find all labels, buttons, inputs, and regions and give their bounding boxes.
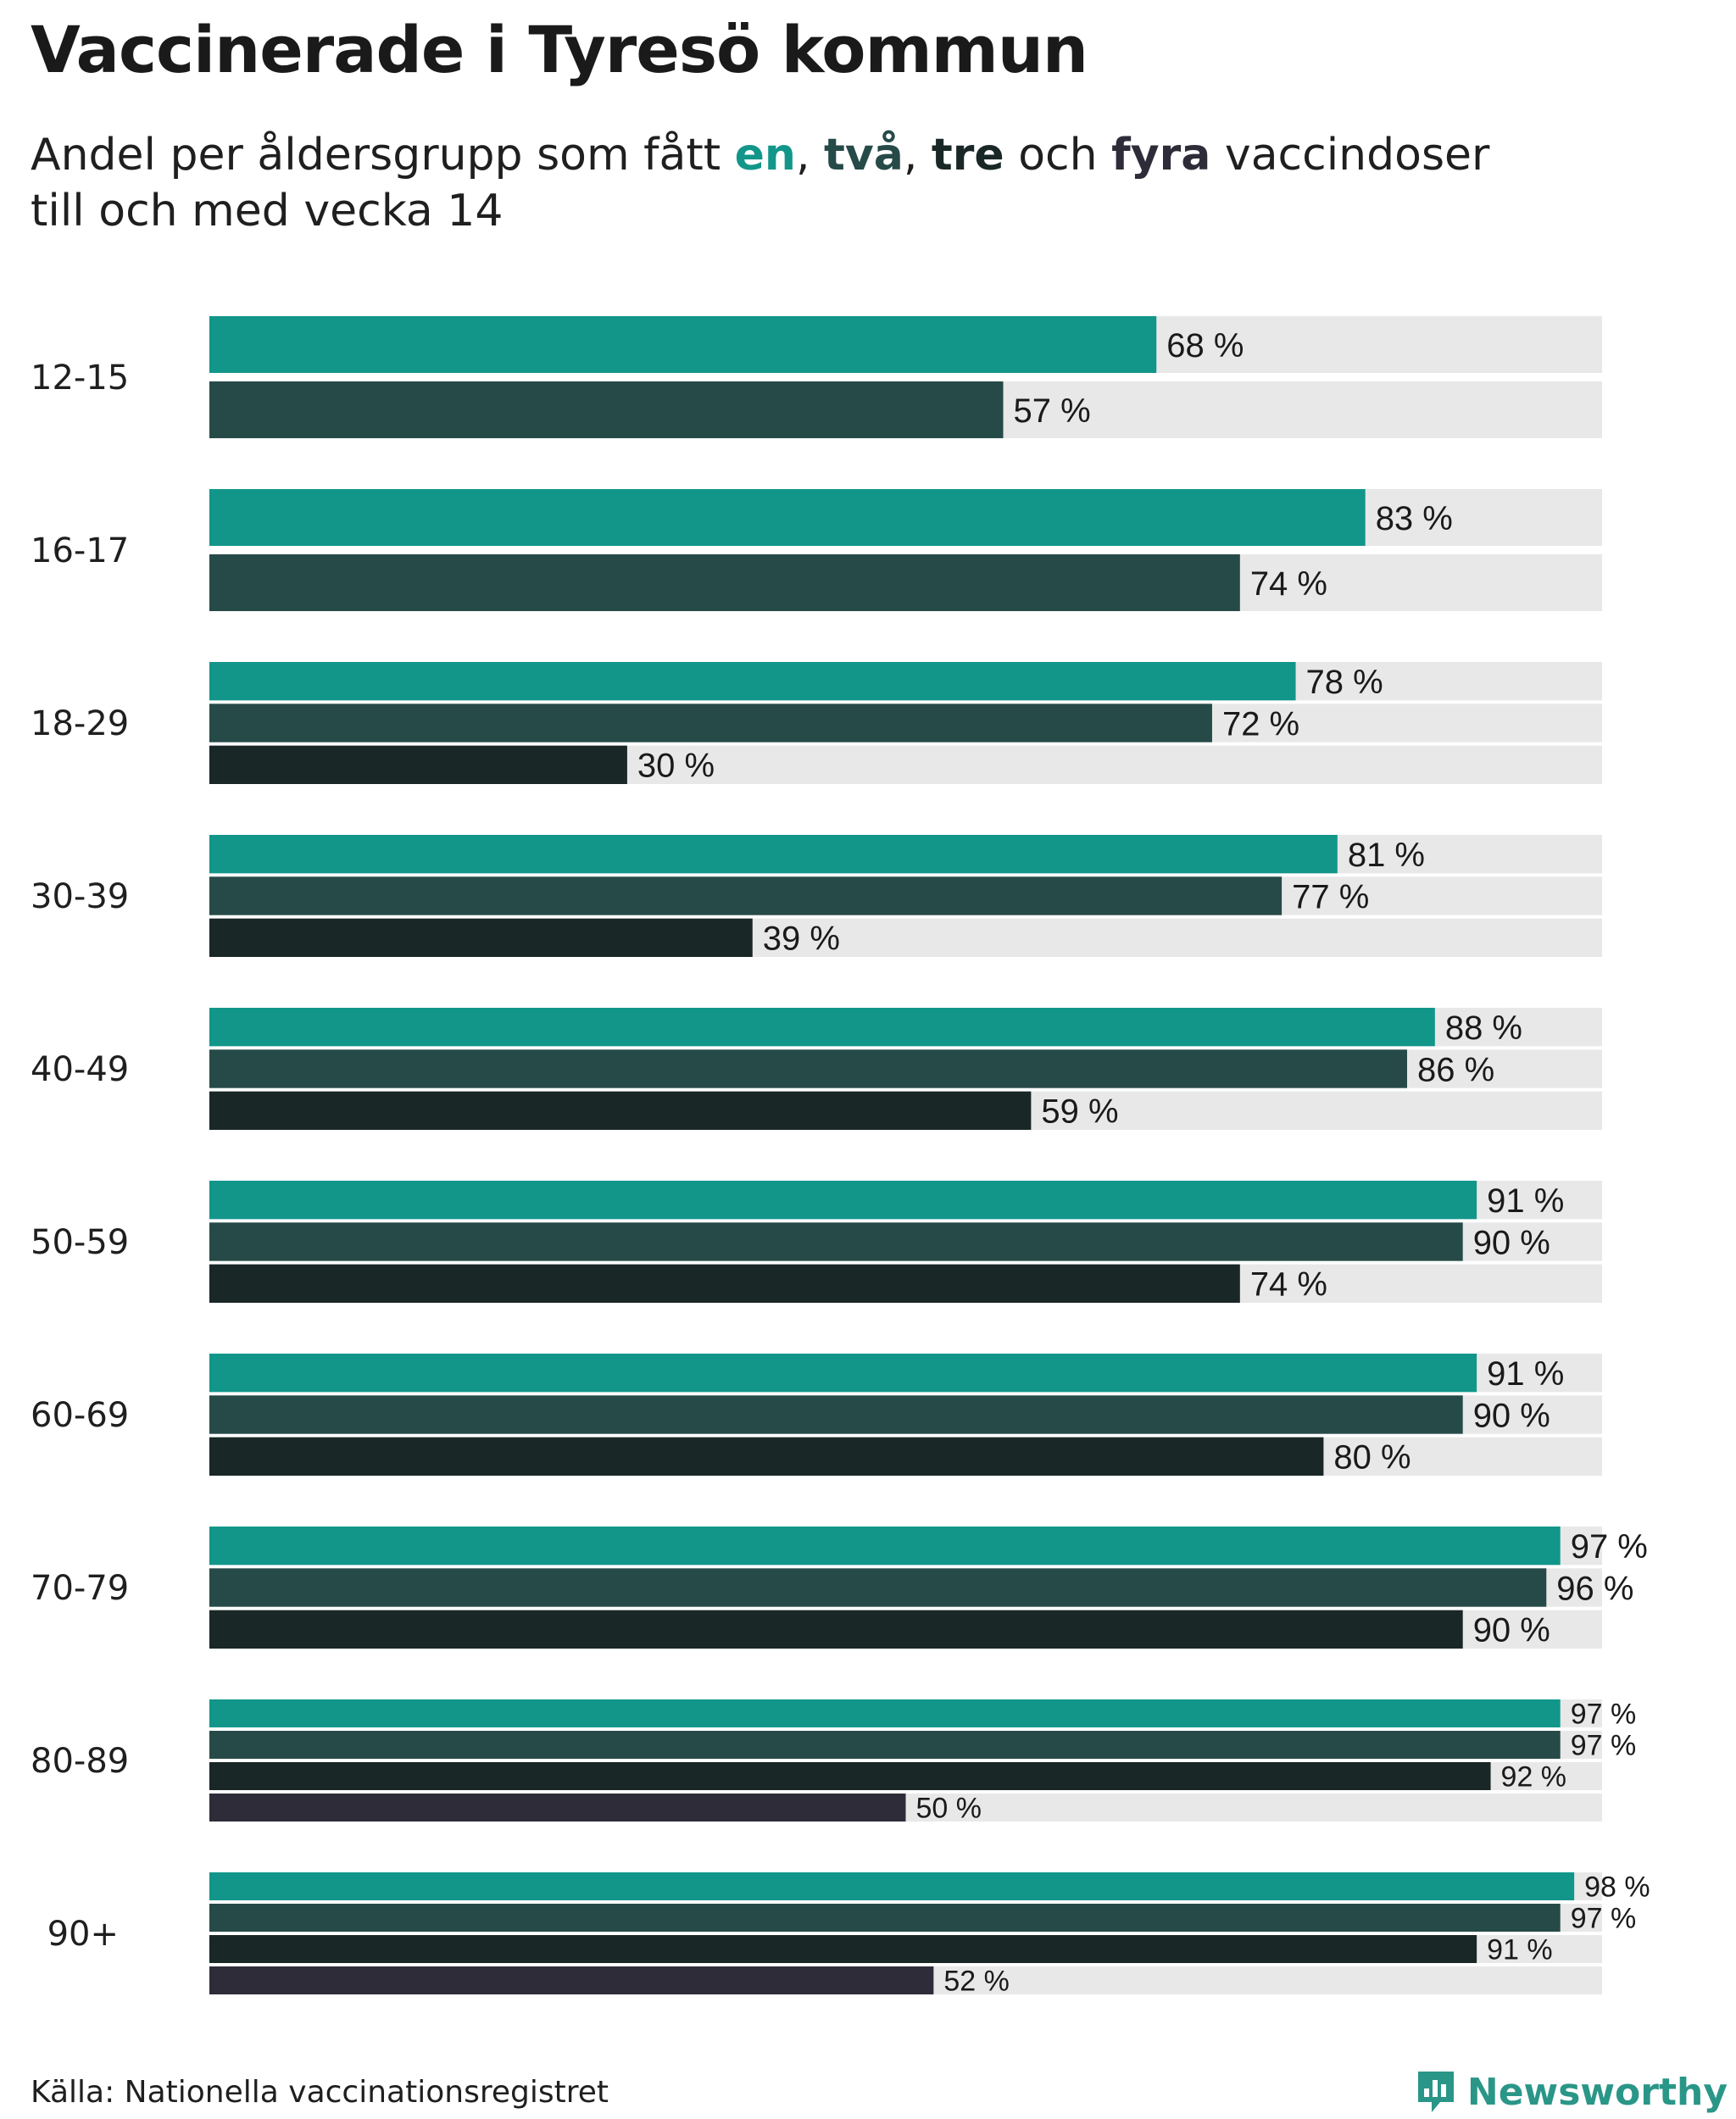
bar	[209, 1527, 1561, 1566]
category-label: 16-17	[31, 531, 129, 570]
source-note: Källa: Nationella vaccinationsregistret	[31, 2075, 609, 2110]
bar	[209, 1762, 1491, 1790]
bar	[209, 1437, 1324, 1476]
bar	[209, 1008, 1435, 1047]
data-label: 97 %	[1571, 1699, 1637, 1731]
category-label: 30-39	[31, 877, 129, 916]
bar	[209, 316, 1157, 373]
bar	[209, 1354, 1477, 1393]
category-label: 40-49	[31, 1050, 129, 1089]
data-label: 92 %	[1501, 1761, 1567, 1794]
data-label: 50 %	[916, 1793, 982, 1825]
data-label: 90 %	[1473, 1224, 1550, 1261]
data-label: 90 %	[1473, 1397, 1550, 1434]
bar	[209, 662, 1296, 701]
data-label: 81 %	[1348, 837, 1425, 874]
brand-logo: Newsworthy	[1415, 2068, 1728, 2116]
bar	[209, 835, 1338, 874]
data-label: 91 %	[1487, 1355, 1564, 1393]
bar	[209, 704, 1212, 742]
data-label: 83 %	[1376, 500, 1453, 537]
bar	[209, 554, 1240, 611]
bar	[209, 1966, 934, 1994]
bar	[209, 1181, 1477, 1220]
subtitle-dose-1: en	[734, 130, 796, 181]
bar	[209, 381, 1004, 438]
bar	[209, 745, 627, 784]
bar	[209, 489, 1366, 546]
data-label: 57 %	[1014, 392, 1091, 430]
data-label: 30 %	[637, 748, 715, 785]
bar	[209, 1731, 1561, 1759]
data-label: 74 %	[1250, 565, 1327, 603]
data-label: 97 %	[1571, 1528, 1648, 1566]
data-label: 39 %	[763, 920, 840, 958]
brand-name: Newsworthy	[1466, 2070, 1728, 2114]
chart-subtitle: Andel per åldersgrupp som fått en, två, …	[31, 127, 1641, 239]
data-label: 80 %	[1333, 1439, 1410, 1477]
chart-title: Vaccinerade i Tyresö kommun	[31, 12, 1088, 87]
bar	[209, 1049, 1407, 1088]
data-label: 91 %	[1487, 1934, 1553, 1966]
data-label: 98 %	[1584, 1872, 1650, 1904]
subtitle-prefix: Andel per åldersgrupp som fått	[31, 130, 735, 181]
bar-chart-badge-icon	[1417, 2072, 1454, 2112]
bar	[209, 1794, 906, 1821]
category-label: 90+	[47, 1915, 119, 1954]
bar	[209, 1904, 1561, 1932]
bar	[209, 1699, 1561, 1727]
data-label: 59 %	[1041, 1093, 1118, 1131]
bar	[209, 918, 753, 957]
subtitle-sep-1: ,	[795, 130, 825, 181]
subtitle-line-2: till och med vecka 14	[31, 186, 504, 236]
data-label: 86 %	[1417, 1051, 1494, 1088]
data-label: 72 %	[1222, 705, 1299, 742]
category-label: 60-69	[31, 1396, 129, 1435]
subtitle-dose-2: två	[824, 130, 904, 181]
bar	[209, 1935, 1477, 1963]
data-label: 68 %	[1166, 327, 1244, 364]
subtitle-sep-3: och	[1004, 130, 1112, 181]
bar	[209, 1264, 1240, 1303]
data-label: 97 %	[1571, 1903, 1637, 1935]
data-label: 78 %	[1306, 664, 1383, 701]
data-label: 52 %	[943, 1966, 1010, 1998]
subtitle-sep-2: ,	[903, 130, 932, 181]
bar-chart: 12-15 68 % 57 % 16-17 83 % 74 % 18-29 78 %72 % 3…	[31, 316, 1650, 1998]
bar	[209, 1091, 1032, 1130]
bar	[209, 1568, 1547, 1607]
category-label: 12-15	[31, 359, 129, 398]
subtitle-dose-4: fyra	[1111, 130, 1211, 181]
bar	[209, 1395, 1463, 1434]
data-label: 74 %	[1250, 1266, 1327, 1304]
bar	[209, 1610, 1463, 1649]
category-label: 80-89	[31, 1742, 129, 1781]
bar	[209, 876, 1283, 915]
data-label: 97 %	[1571, 1730, 1637, 1762]
data-label: 91 %	[1487, 1182, 1564, 1220]
bar	[209, 1872, 1575, 1900]
category-label: 50-59	[31, 1223, 129, 1262]
data-label: 90 %	[1473, 1612, 1550, 1649]
category-label: 70-79	[31, 1569, 129, 1608]
bar	[209, 1222, 1463, 1261]
category-label: 18-29	[31, 704, 129, 743]
data-label: 77 %	[1292, 878, 1369, 915]
data-label: 88 %	[1445, 1009, 1522, 1047]
data-label: 96 %	[1556, 1570, 1633, 1607]
subtitle-dose-3: tre	[931, 130, 1004, 181]
subtitle-suffix: vaccindoser	[1210, 130, 1490, 181]
